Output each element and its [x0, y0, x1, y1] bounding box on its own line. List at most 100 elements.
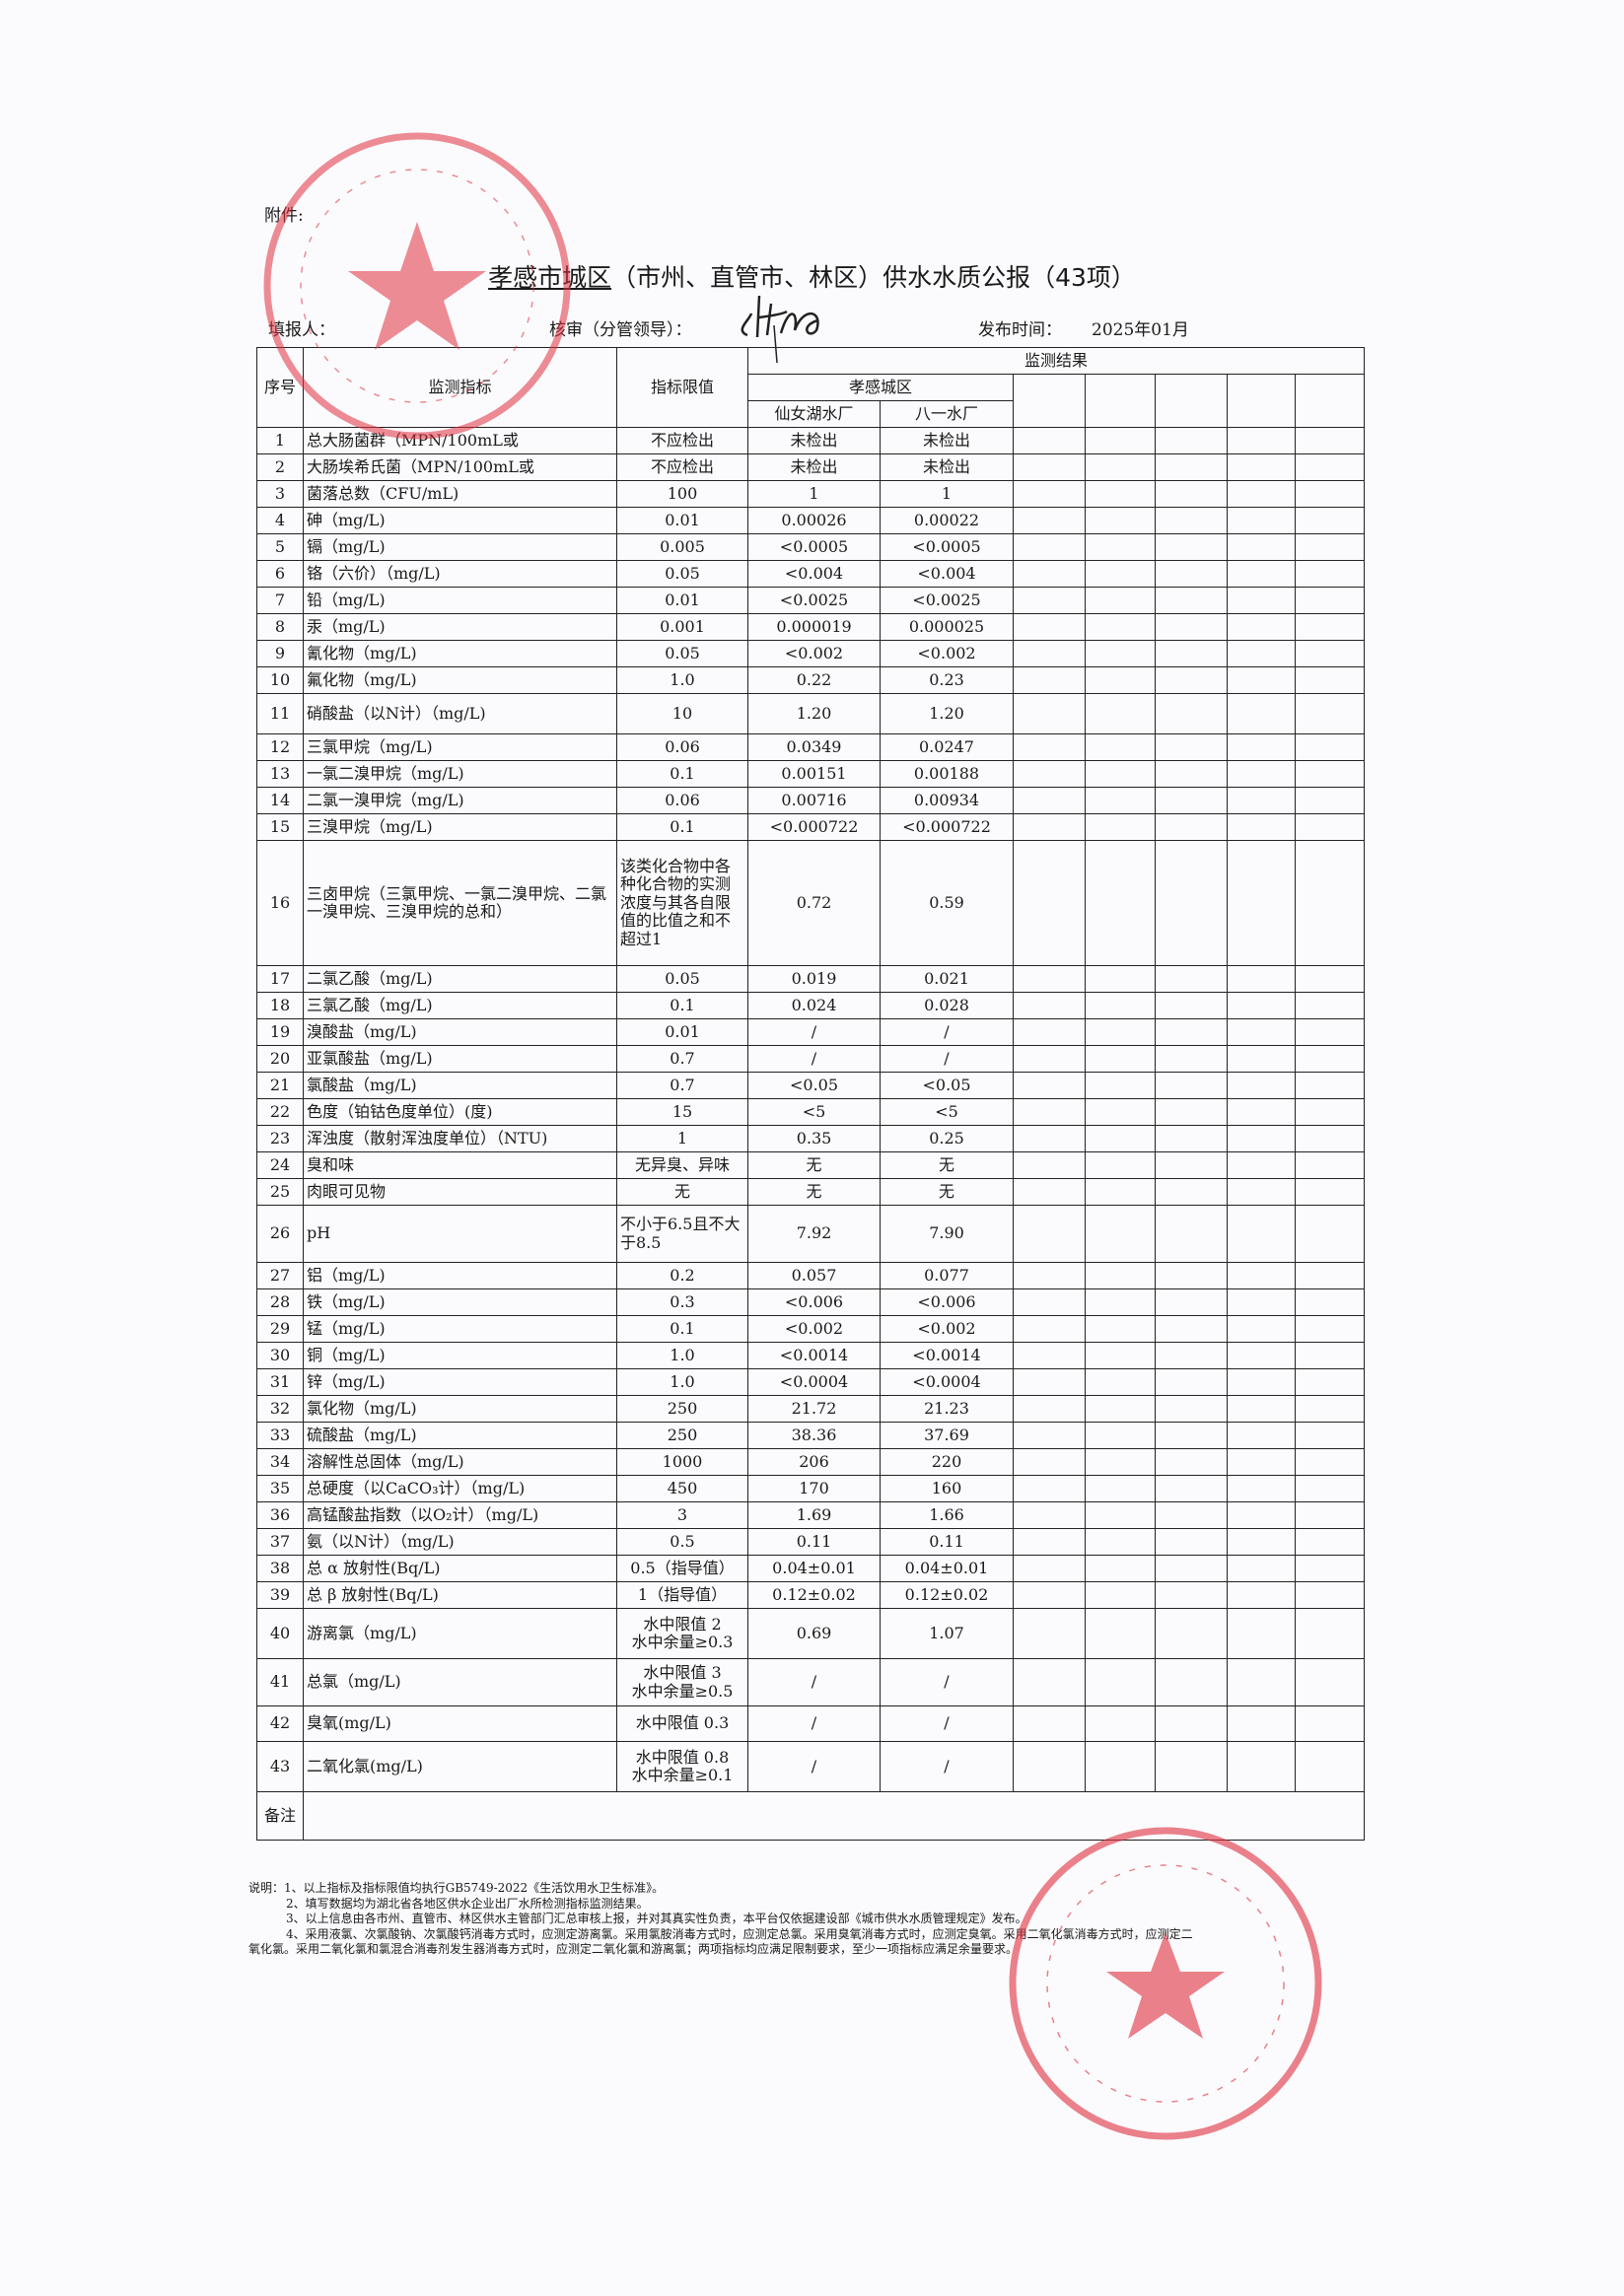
empty-cell [1294, 1072, 1366, 1099]
row-seq: 13 [256, 760, 304, 788]
empty-cell [1227, 374, 1296, 428]
row-plant1-value: 0.69 [747, 1608, 881, 1659]
row-indicator: 锌（mg/L) [303, 1368, 617, 1396]
row-indicator: 总 α 放射性(Bq/L) [303, 1555, 617, 1582]
row-plant1-value: 0.72 [747, 840, 881, 966]
row-limit: 不小于6.5且不大于8.5 [616, 1205, 748, 1263]
table-row: 30 铜（mg/L) 1.0 <0.0014 <0.0014 [256, 1342, 1366, 1369]
empty-cell [1085, 1555, 1156, 1582]
empty-cell [1227, 1098, 1296, 1126]
table-row: 9 氰化物（mg/L) 0.05 <0.002 <0.002 [256, 640, 1366, 667]
row-plant2-value: 0.59 [880, 840, 1014, 966]
empty-cell [1227, 1581, 1296, 1609]
row-indicator: 臭氧(mg/L) [303, 1705, 617, 1742]
row-limit: 0.01 [616, 1018, 748, 1046]
empty-cell [1227, 1395, 1296, 1423]
empty-cell [1294, 507, 1366, 534]
row-plant2-value: <0.0005 [880, 533, 1014, 561]
empty-cell [1155, 1581, 1228, 1609]
empty-cell [1013, 733, 1086, 761]
empty-cell [1085, 480, 1156, 508]
table-row: 26 pH 不小于6.5且不大于8.5 7.92 7.90 [256, 1205, 1366, 1263]
row-plant1-value: 7.92 [747, 1205, 881, 1263]
row-plant2-value: 7.90 [880, 1205, 1014, 1263]
row-plant2-value: 0.00022 [880, 507, 1014, 534]
empty-cell [1085, 374, 1156, 428]
row-seq: 31 [256, 1368, 304, 1396]
row-seq: 10 [256, 666, 304, 694]
table-row: 33 硫酸盐（mg/L) 250 38.36 37.69 [256, 1422, 1366, 1449]
row-limit: 不应检出 [616, 427, 748, 454]
empty-cell [1155, 1475, 1228, 1502]
table-row: 25 肉眼可见物无无无 [256, 1178, 1366, 1206]
row-seq: 34 [256, 1448, 304, 1476]
empty-cell [1294, 613, 1366, 641]
empty-cell [1155, 1705, 1228, 1742]
empty-cell [1085, 587, 1156, 614]
row-plant1-value: / [747, 1705, 881, 1742]
row-indicator: 铅（mg/L) [303, 587, 617, 614]
row-indicator: 一氯二溴甲烷（mg/L) [303, 760, 617, 788]
empty-cell [1155, 453, 1228, 481]
row-plant2-value: 0.00934 [880, 787, 1014, 814]
empty-cell [1294, 533, 1366, 561]
table-row: 29 锰（mg/L) 0.1 <0.002 <0.002 [256, 1315, 1366, 1343]
empty-cell [1294, 453, 1366, 481]
empty-cell [1294, 1395, 1366, 1423]
empty-cell [1013, 760, 1086, 788]
filler-label: 填报人： [268, 320, 335, 340]
row-seq: 37 [256, 1528, 304, 1556]
empty-cell [1227, 640, 1296, 667]
row-plant1-value: 1 [747, 480, 881, 508]
empty-cell [1155, 1555, 1228, 1582]
empty-cell [1013, 613, 1086, 641]
empty-cell [1227, 1018, 1296, 1046]
row-plant1-value: <0.0005 [747, 533, 881, 561]
table-row: 17 二氯乙酸（mg/L) 0.05 0.019 0.021 [256, 965, 1366, 993]
empty-cell [1085, 965, 1156, 993]
empty-cell [1294, 1448, 1366, 1476]
table-row: 36 高锰酸盐指数（以O₂计）（mg/L) 3 1.69 1.66 [256, 1501, 1366, 1529]
row-plant2-value: 1.66 [880, 1501, 1014, 1529]
row-seq: 22 [256, 1098, 304, 1126]
table-row: 39 总 β 放射性(Bq/L) 1（指导值） 0.12±0.02 0.12±0.02 [256, 1581, 1366, 1609]
table-row: 14 二氯一溴甲烷（mg/L) 0.06 0.00716 0.00934 [256, 787, 1366, 814]
empty-cell [1155, 1448, 1228, 1476]
empty-cell [1155, 1098, 1228, 1126]
row-limit: 450 [616, 1475, 748, 1502]
empty-cell [1227, 1288, 1296, 1316]
empty-cell [1155, 1422, 1228, 1449]
row-seq: 6 [256, 560, 304, 588]
row-plant2-value: <0.006 [880, 1288, 1014, 1316]
empty-cell [1013, 1205, 1086, 1263]
row-limit: 0.5（指导值） [616, 1555, 748, 1582]
header-limit: 指标限值 [616, 347, 748, 428]
row-indicator: 二氯一溴甲烷（mg/L) [303, 787, 617, 814]
empty-cell [1013, 992, 1086, 1019]
row-limit: 0.1 [616, 992, 748, 1019]
row-limit: 0.01 [616, 507, 748, 534]
empty-cell [1013, 1422, 1086, 1449]
empty-cell [1085, 1448, 1156, 1476]
empty-cell [1227, 1448, 1296, 1476]
row-plant1-value: 0.000019 [747, 613, 881, 641]
empty-cell [1085, 1608, 1156, 1659]
row-seq: 42 [256, 1705, 304, 1742]
empty-cell [1085, 840, 1156, 966]
row-limit: 15 [616, 1098, 748, 1126]
row-indicator: 二氧化氯(mg/L) [303, 1741, 617, 1792]
empty-cell [1013, 1705, 1086, 1742]
row-indicator: 三氯甲烷（mg/L) [303, 733, 617, 761]
empty-cell [1294, 1151, 1366, 1179]
empty-cell [1085, 1422, 1156, 1449]
empty-cell [1085, 1315, 1156, 1343]
empty-cell [1294, 760, 1366, 788]
empty-cell [1085, 533, 1156, 561]
row-plant1-value: 无 [747, 1178, 881, 1206]
row-limit: 0.06 [616, 787, 748, 814]
row-plant1-value: 1.20 [747, 693, 881, 734]
empty-cell [1294, 1098, 1366, 1126]
row-indicator: 浑浊度（散射浑浊度单位）（NTU) [303, 1125, 617, 1152]
row-seq: 1 [256, 427, 304, 454]
row-plant1-value: <0.0025 [747, 587, 881, 614]
